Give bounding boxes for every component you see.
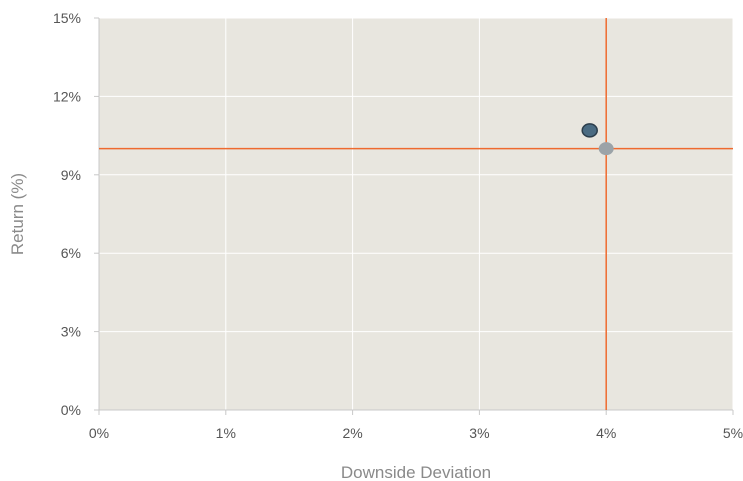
x-tick-label: 1%: [216, 425, 236, 441]
y-tick-label: 0%: [61, 402, 81, 418]
axis-layer: [94, 17, 734, 415]
y-tick-label: 6%: [61, 245, 81, 261]
x-axis-title: Downside Deviation: [341, 463, 491, 481]
x-tick-label: 5%: [723, 425, 743, 441]
x-tick-label: 2%: [342, 425, 362, 441]
y-tick-label: 12%: [53, 88, 81, 104]
y-tick-label: 3%: [61, 324, 81, 340]
x-tick-label: 0%: [89, 425, 109, 441]
y-tick-label: 9%: [61, 167, 81, 183]
tick-labels: 0% 1% 2% 3% 4% 5% 0% 3% 6% 9% 12% 15%: [53, 10, 743, 441]
scatter-point: [598, 142, 614, 156]
reference-lines: [99, 18, 733, 410]
grid-layer: [99, 17, 734, 410]
y-axis-title: Return (%): [8, 173, 27, 255]
x-tick-label: 3%: [469, 425, 489, 441]
scatter-point: [581, 123, 598, 138]
y-tick-label: 15%: [53, 10, 81, 26]
plot-area: [99, 18, 733, 410]
data-points: [581, 123, 614, 156]
x-tick-label: 4%: [596, 425, 616, 441]
